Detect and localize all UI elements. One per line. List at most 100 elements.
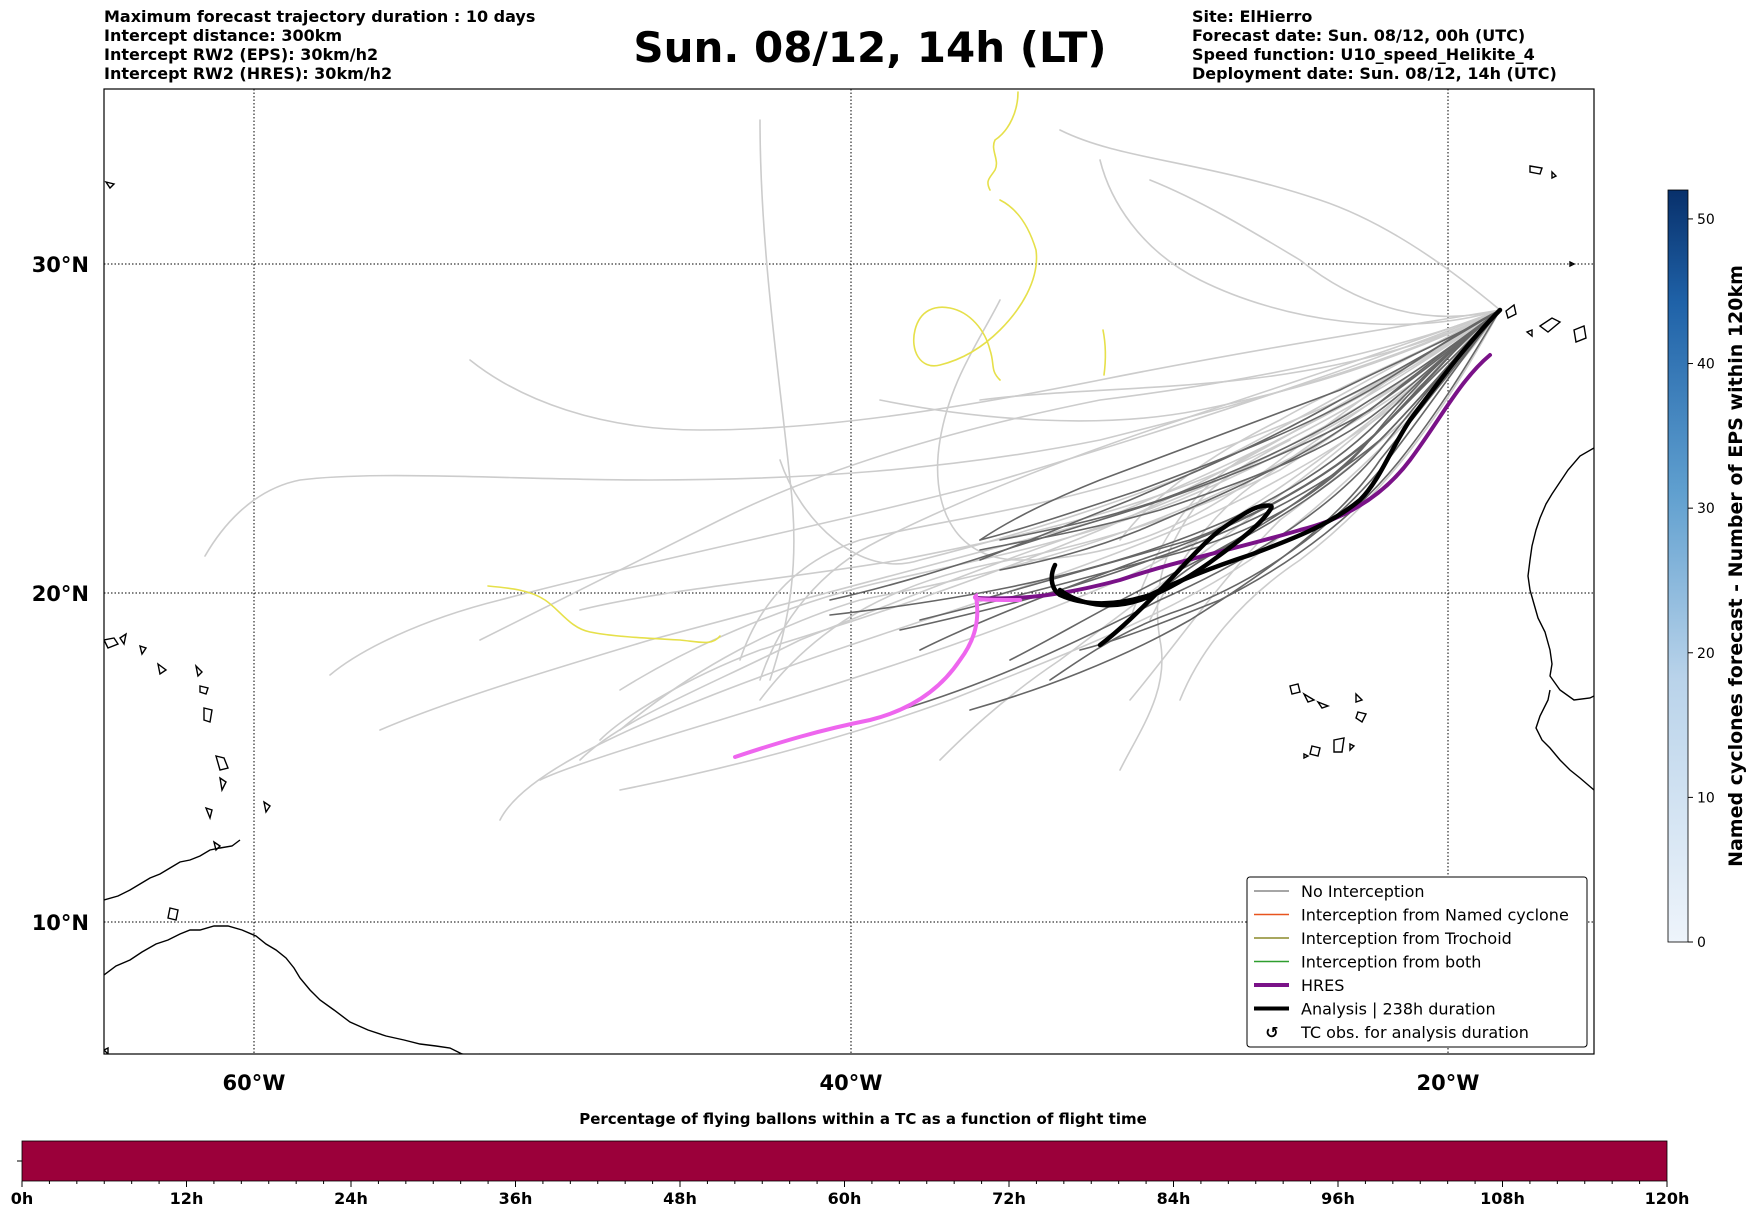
hres-trajectory: [974, 353, 1492, 601]
island-antilles-2: [119, 632, 128, 646]
eps-track: [579, 309, 1501, 611]
eps-track: [479, 309, 1501, 641]
eps-track: [1149, 179, 1501, 318]
island-antilles-9: [219, 776, 227, 793]
legend-item: Interception from both: [1254, 953, 1481, 972]
eps-track: [936, 299, 1501, 561]
analysis-trajectory: [1057, 503, 1274, 648]
coastline-africa-south: [1535, 689, 1594, 791]
eps-track: [1009, 309, 1501, 661]
eps-track: [829, 309, 1501, 601]
legend-label: Interception from Trochoid: [1301, 929, 1512, 948]
colorbar-tick-label: 50: [1697, 212, 1715, 228]
eps-track: [979, 309, 1501, 401]
bar-fill: [21, 1140, 1668, 1182]
eps-track: [1079, 309, 1501, 651]
colorbar-label: Named cyclones forecast - Number of EPS …: [1725, 265, 1747, 867]
eps-track: [539, 309, 1501, 781]
island-capeverde-1: [1289, 683, 1301, 695]
eps-track: [619, 309, 1501, 791]
eps-track: [1099, 159, 1501, 326]
bar-tick-label: 48h: [663, 1189, 697, 1208]
param-line: Intercept RW2 (EPS): 30km/h2: [104, 45, 379, 64]
legend-label: No Interception: [1301, 882, 1425, 901]
island-antilles-7: [203, 707, 213, 723]
island-antilles-5: [194, 663, 203, 678]
trochoid-track: [487, 585, 721, 644]
island-capeverde-9: [1303, 752, 1310, 760]
bar-tick-label: 120h: [1645, 1189, 1690, 1208]
param-line: Maximum forecast trajectory duration : 1…: [104, 7, 536, 26]
hres-trajectory-tail: [733, 592, 1022, 759]
eps-near-group: [829, 309, 1501, 711]
cyclone-colorbar: 0 10 20 30 40 50 Named cyclones forecast - Nu…: [1667, 189, 1747, 951]
island-capeverde-8: [1349, 742, 1356, 752]
trochoid-track: [987, 91, 1019, 191]
info-line: Deployment date: Sun. 08/12, 14h (UTC): [1192, 64, 1557, 83]
legend-item: ↺ TC obs. for analysis duration: [1265, 1023, 1529, 1042]
colorbar-tick-label: 30: [1697, 501, 1715, 517]
map-frame: [103, 88, 1595, 1055]
legend-label: HRES: [1301, 976, 1344, 995]
colorbar-tick-label: 40: [1697, 357, 1715, 373]
bar-tick-label: 108h: [1480, 1189, 1525, 1208]
lat-tick-label: 30°N: [32, 253, 89, 277]
island-capeverde-7: [1333, 737, 1345, 753]
island-antilles-11: [262, 800, 271, 814]
eps-track: [969, 309, 1501, 711]
eps-track: [899, 309, 1501, 711]
eps-track: [979, 309, 1501, 601]
eps-track: [1179, 309, 1501, 701]
param-line: Intercept RW2 (HRES): 30km/h2: [104, 64, 393, 83]
eps-track: [1129, 309, 1501, 621]
info-line: Site: ElHierro: [1192, 7, 1313, 26]
island-antilles-13: [104, 180, 116, 190]
bar-tick-label: 96h: [1321, 1189, 1355, 1208]
trochoid-track: [913, 199, 1038, 381]
info-line: Speed function: U10_speed_Helikite_4: [1192, 45, 1535, 64]
legend-item: HRES: [1254, 976, 1344, 995]
analysis-group: [1049, 307, 1503, 648]
lon-tick-label: 60°W: [223, 1071, 286, 1095]
colorbar-tick-label: 20: [1697, 646, 1715, 662]
bar-title: Percentage of flying ballons within a TC…: [579, 1110, 1147, 1128]
island-canary-2: [1538, 317, 1562, 333]
lat-tick-label: 10°N: [32, 911, 89, 935]
eps-track: [879, 309, 1501, 422]
eps-track: [979, 309, 1501, 541]
eps-far-group: [204, 119, 1501, 821]
eps-track: [979, 309, 1501, 541]
island-madeira: [1529, 165, 1543, 175]
island-capeverde-2: [1302, 692, 1316, 703]
island-madeira-2: [1551, 170, 1558, 180]
colorbar-gradient: [1667, 189, 1689, 943]
legend-item: Analysis | 238h duration: [1254, 1000, 1496, 1019]
lon-tick-label: 20°W: [1417, 1071, 1480, 1095]
legend-item: Interception from Named cyclone: [1254, 906, 1569, 925]
coastlines: [104, 165, 1594, 1054]
island-antilles-12: [212, 840, 222, 852]
island-canary-4: [1525, 328, 1533, 338]
island-canary-1: [1505, 303, 1517, 320]
legend: No Interception Interception from Named c…: [1246, 876, 1588, 1048]
eps-track: [829, 309, 1501, 616]
eps-track: [329, 309, 1501, 676]
island-capeverde-4: [1355, 692, 1364, 703]
eps-trajectories: [204, 91, 1503, 821]
trochoid-track: [1102, 329, 1107, 376]
info-line: Forecast date: Sun. 08/12, 00h (UTC): [1192, 26, 1526, 45]
param-line: Intercept distance: 300km: [104, 26, 343, 45]
coastline-africa: [1527, 447, 1594, 701]
eps-track: [379, 309, 1501, 731]
island-antilles-10: [204, 806, 213, 821]
island-tobago: [104, 1046, 109, 1054]
bar-tick-label: 60h: [828, 1189, 862, 1208]
legend-item: Interception from Trochoid: [1254, 929, 1512, 948]
eps-track: [619, 309, 1501, 731]
bar-tick-label: 84h: [1157, 1189, 1191, 1208]
trochoid-group: [487, 91, 1107, 644]
legend-label: TC obs. for analysis duration: [1300, 1023, 1529, 1042]
eps-track: [779, 309, 1501, 565]
legend-item: No Interception: [1254, 882, 1425, 901]
